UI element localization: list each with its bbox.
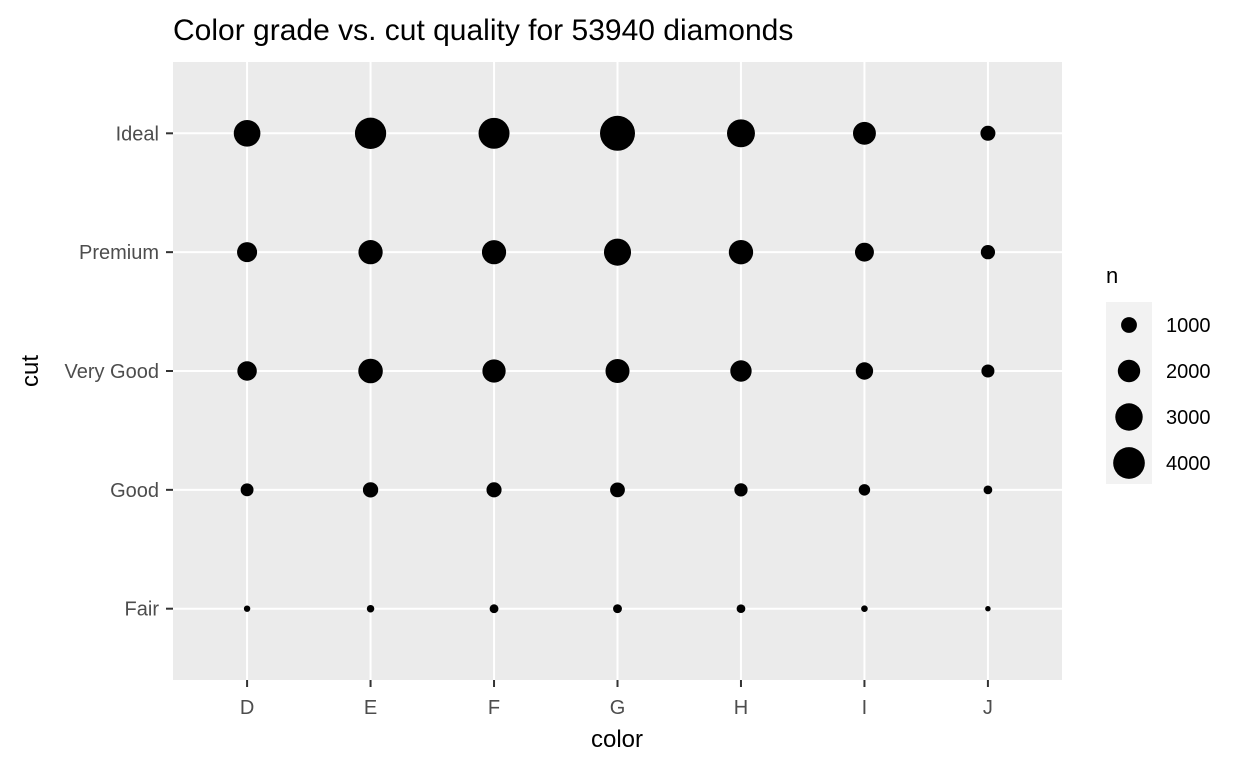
point-G-good: [610, 482, 625, 498]
point-H-premium: [728, 239, 754, 265]
legend: n 1000 2000 3000 4000: [1106, 263, 1211, 484]
y-tick-label-very-good: Very Good: [64, 361, 159, 383]
x-tick-label-J: J: [983, 697, 993, 719]
legend-key-1000: [1121, 317, 1137, 333]
point-J-very-good: [981, 364, 995, 378]
point-J-good: [983, 485, 993, 495]
point-J-fair: [985, 605, 991, 612]
point-E-ideal: [354, 117, 387, 149]
point-G-fair: [613, 604, 622, 614]
point-I-ideal: [852, 121, 876, 145]
point-I-fair: [861, 605, 868, 613]
x-axis-title: color: [591, 726, 643, 753]
point-F-good: [486, 482, 502, 498]
point-D-very-good: [237, 361, 257, 381]
point-D-ideal: [233, 119, 261, 147]
y-tick-label-fair: Fair: [125, 599, 160, 621]
y-axis-title: cut: [17, 355, 44, 387]
y-tick-label-ideal: Ideal: [116, 123, 159, 145]
data-points: [233, 115, 996, 614]
point-E-premium: [358, 240, 383, 265]
legend-key-2000: [1117, 359, 1141, 383]
point-I-very-good: [855, 362, 874, 380]
point-F-fair: [489, 604, 499, 614]
point-J-premium: [980, 245, 996, 260]
x-tick-label-G: G: [610, 697, 626, 719]
point-D-good: [240, 483, 254, 497]
point-D-fair: [243, 605, 251, 612]
legend-label-2000: 2000: [1166, 361, 1211, 383]
point-F-very-good: [482, 359, 506, 383]
x-axis: D E F G H I J: [240, 680, 993, 719]
y-axis: Fair Good Very Good Premium Ideal: [64, 123, 173, 621]
point-G-very-good: [605, 358, 630, 384]
legend-label-1000: 1000: [1166, 315, 1211, 337]
legend-key-4000: [1113, 447, 1145, 479]
chart-title: Color grade vs. cut quality for 53940 di…: [173, 14, 793, 47]
point-G-premium: [603, 238, 632, 266]
x-tick-label-D: D: [240, 697, 254, 719]
point-H-ideal: [726, 119, 755, 148]
point-D-premium: [237, 242, 258, 263]
point-H-fair: [736, 604, 746, 614]
point-F-premium: [481, 240, 507, 265]
point-I-good: [858, 484, 871, 496]
x-tick-label-F: F: [488, 697, 500, 719]
point-E-very-good: [358, 358, 383, 384]
legend-label-3000: 3000: [1166, 407, 1211, 429]
y-tick-label-premium: Premium: [79, 242, 159, 264]
point-G-ideal: [600, 115, 635, 151]
point-E-fair: [366, 604, 375, 613]
point-E-good: [362, 482, 379, 498]
legend-key-3000: [1115, 403, 1143, 431]
x-tick-label-H: H: [734, 697, 748, 719]
point-H-good: [734, 483, 748, 497]
point-J-ideal: [980, 125, 996, 141]
x-tick-label-I: I: [862, 697, 868, 719]
x-tick-label-E: E: [364, 697, 377, 719]
point-I-premium: [854, 242, 874, 262]
legend-label-4000: 4000: [1166, 453, 1211, 475]
legend-title: n: [1106, 263, 1118, 288]
y-tick-label-good: Good: [110, 480, 159, 502]
point-H-very-good: [730, 360, 752, 382]
point-F-ideal: [478, 117, 510, 149]
